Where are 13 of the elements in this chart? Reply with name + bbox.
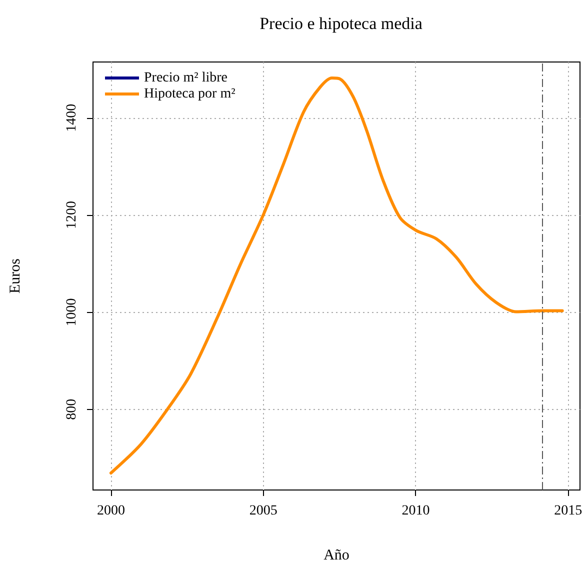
- x-axis-title: Año: [324, 548, 350, 564]
- x-tick-label: 2010: [402, 504, 430, 518]
- legend-label: Hipoteca por m²: [144, 86, 236, 102]
- y-tick-label: 800: [64, 398, 80, 420]
- x-tick-label: 2015: [554, 504, 582, 518]
- chart-title: Precio e hipoteca media: [260, 14, 423, 33]
- y-tick-label: 1400: [64, 104, 80, 132]
- x-tick-label: 2000: [96, 504, 125, 518]
- y-axis-title: Euros: [8, 258, 24, 294]
- x-tick-label: 2005: [249, 504, 278, 518]
- legend-label: Precio m² libre: [144, 70, 228, 86]
- y-tick-label: 1000: [64, 298, 80, 326]
- y-tick-label: 1200: [64, 201, 80, 230]
